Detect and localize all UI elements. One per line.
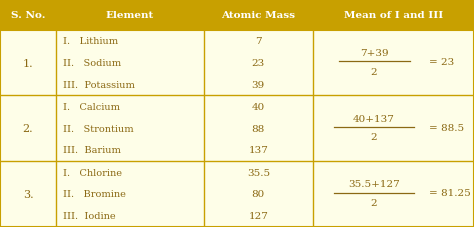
Text: 23: 23: [252, 59, 265, 68]
Text: 40+137: 40+137: [353, 114, 395, 123]
Text: 35.5+127: 35.5+127: [348, 179, 400, 188]
Text: 3.: 3.: [23, 189, 33, 199]
Text: = 23: = 23: [429, 58, 454, 67]
Text: 39: 39: [252, 80, 265, 89]
Text: II.   Sodium: II. Sodium: [63, 59, 121, 68]
Text: = 88.5: = 88.5: [429, 123, 464, 132]
Text: 137: 137: [248, 146, 268, 155]
Text: 80: 80: [252, 190, 265, 199]
Text: 40: 40: [252, 103, 265, 112]
Text: II.   Strontium: II. Strontium: [63, 124, 134, 133]
Text: 7+39: 7+39: [360, 49, 388, 58]
Text: Element: Element: [106, 11, 154, 20]
Text: I.   Lithium: I. Lithium: [63, 37, 118, 46]
Text: 2: 2: [371, 67, 377, 76]
Text: I.   Chlorine: I. Chlorine: [63, 168, 122, 177]
Text: 88: 88: [252, 124, 265, 133]
Text: 35.5: 35.5: [247, 168, 270, 177]
Text: II.   Bromine: II. Bromine: [63, 190, 126, 199]
Text: = 81.25: = 81.25: [429, 188, 471, 197]
Text: 7: 7: [255, 37, 262, 46]
Text: III.  Iodine: III. Iodine: [63, 211, 116, 220]
Text: 2: 2: [371, 198, 377, 207]
Text: 127: 127: [248, 211, 268, 220]
Text: Atomic Mass: Atomic Mass: [221, 11, 295, 20]
Text: 1.: 1.: [23, 58, 33, 68]
Text: 2: 2: [371, 133, 377, 142]
Text: 2.: 2.: [23, 124, 33, 134]
Bar: [0, 0, 474, 31]
Text: I.   Calcium: I. Calcium: [63, 103, 120, 112]
Text: III.  Barium: III. Barium: [63, 146, 121, 155]
Text: Mean of I and III: Mean of I and III: [344, 11, 443, 20]
Text: S. No.: S. No.: [11, 11, 45, 20]
Text: III.  Potassium: III. Potassium: [63, 80, 135, 89]
